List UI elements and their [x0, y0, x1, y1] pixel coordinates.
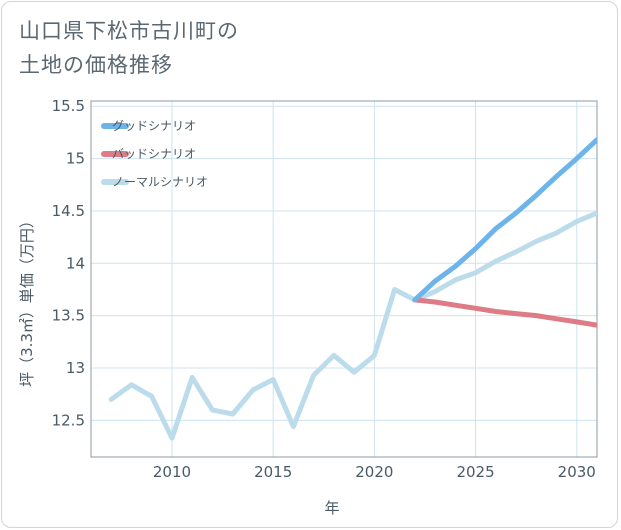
y-tick-label: 15.5 [52, 97, 85, 115]
y-axis-title: 坪（3.3㎡）単価（万円） [18, 213, 36, 387]
x-axis-title: 年 [324, 499, 339, 517]
x-tick-labels: 2010 2015 2020 2025 2030 [153, 463, 596, 481]
series-line-2 [108, 210, 597, 441]
series-line-1 [412, 297, 597, 328]
legend-label: バッドシナリオ [112, 147, 196, 161]
y-tick-label: 15 [66, 150, 85, 168]
legend-label: ノーマルシナリオ [112, 175, 208, 189]
grid-lines [91, 101, 597, 457]
x-tick-label: 2015 [254, 463, 292, 481]
x-tick-label: 2025 [456, 463, 494, 481]
y-tick-label: 12.5 [52, 411, 85, 429]
series-line-0 [412, 137, 597, 303]
legend-label: グッドシナリオ [112, 119, 196, 133]
y-tick-labels: 12.5 13 13.5 14 14.5 15 15.5 [52, 97, 85, 429]
plot-frame [90, 100, 598, 458]
y-tick-label: 14.5 [52, 202, 85, 220]
series-lines [108, 137, 597, 441]
x-tick-label: 2020 [355, 463, 393, 481]
chart-title-line-1: 山口県下松市古川町の [19, 19, 239, 43]
y-tick-label: 14 [66, 254, 85, 272]
x-tick-label: 2030 [558, 463, 596, 481]
y-tick-label: 13.5 [52, 307, 85, 325]
chart-title: 山口県下松市古川町の 土地の価格推移 [19, 14, 239, 82]
chart-title-line-2: 土地の価格推移 [19, 53, 173, 77]
x-tick-label: 2010 [153, 463, 191, 481]
y-tick-label: 13 [66, 359, 85, 377]
